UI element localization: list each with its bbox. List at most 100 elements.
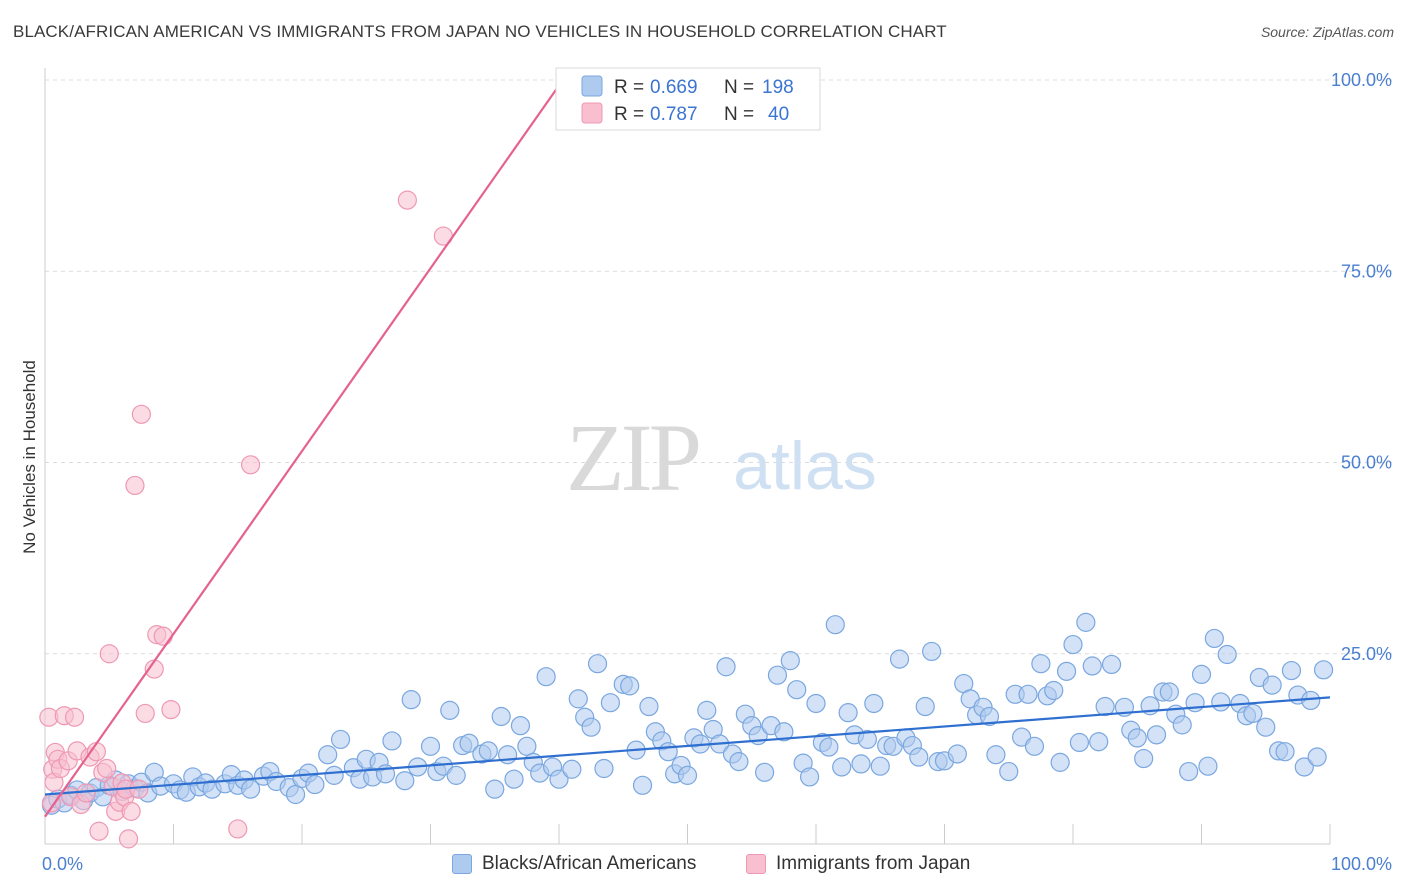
data-point-japan [135, 703, 155, 724]
legend-swatch-pink [581, 102, 603, 124]
legend-n-value-1: 198 [762, 77, 794, 98]
data-point-blacks [562, 759, 582, 779]
data-point-japan [118, 829, 139, 849]
source-label: Source: ZipAtlas.com [1260, 24, 1394, 40]
data-point-blacks [1172, 715, 1192, 735]
data-point-blacks [838, 703, 858, 723]
y-tick-label: 50.0% [1341, 453, 1392, 473]
data-point-blacks [330, 729, 351, 750]
data-point-blacks [504, 769, 524, 789]
data-point-japan [131, 404, 151, 424]
y-tick-label: 75.0% [1341, 261, 1392, 281]
tick-labels: 25.0% 50.0% 75.0% 100.0% 0.0% 100.0% [42, 70, 1392, 874]
legend-swatch-japan [746, 854, 766, 874]
data-point-blacks [382, 731, 402, 751]
data-point-blacks [889, 649, 910, 669]
data-point-blacks [594, 758, 614, 779]
data-point-blacks [825, 615, 845, 635]
data-point-blacks [1256, 717, 1276, 737]
data-point-blacks [1018, 684, 1038, 704]
data-point-blacks [485, 779, 505, 799]
data-point-blacks [767, 665, 788, 685]
data-point-blacks [864, 693, 884, 714]
data-point-japan [89, 821, 109, 841]
correlation-legend: R = 0.669 N = 198 R = 0.787 N = 40 [555, 67, 821, 131]
legend-item-blacks: Blacks/African Americans [452, 853, 696, 875]
data-point-blacks [1024, 736, 1045, 756]
data-point-blacks [549, 769, 569, 789]
data-point-blacks [780, 651, 800, 671]
legend-item-japan: Immigrants from Japan [746, 853, 970, 875]
data-point-blacks [922, 641, 942, 662]
data-point-blacks [832, 757, 852, 777]
data-point-blacks [285, 784, 306, 805]
data-point-blacks [986, 745, 1006, 765]
data-point-blacks [517, 736, 537, 756]
data-point-blacks [491, 706, 511, 727]
data-point-blacks [1056, 661, 1077, 681]
data-point-blacks [305, 774, 325, 795]
legend-swatch-blue [581, 75, 603, 97]
data-point-blacks [1159, 682, 1179, 702]
data-point-blacks [1146, 725, 1167, 745]
data-point-blacks [324, 765, 344, 785]
data-point-blacks [600, 693, 621, 713]
data-point-blacks [716, 657, 736, 677]
data-point-blacks [1191, 664, 1212, 685]
data-point-blacks [729, 752, 749, 772]
data-point-blacks [870, 756, 890, 776]
data-point-blacks [1301, 690, 1321, 711]
data-point-blacks [658, 742, 678, 762]
legend-label-japan: Immigrants from Japan [776, 853, 971, 874]
legend-n-value-2: 40 [768, 104, 789, 125]
data-point-japan [153, 626, 173, 646]
data-point-blacks [1127, 728, 1147, 748]
legend-r-value-1: 0.669 [650, 77, 698, 98]
data-point-blacks [819, 737, 839, 757]
data-point-blacks [581, 717, 601, 737]
legend-swatch-blacks [452, 854, 472, 874]
legend-n-label-1: N = [724, 77, 754, 98]
data-point-japan [241, 455, 261, 475]
data-point-blacks [1082, 656, 1102, 676]
data-point-blacks [639, 696, 659, 717]
trend-lines [44, 79, 1331, 818]
data-point-blacks [915, 696, 935, 717]
watermark: ZIP atlas [566, 404, 877, 511]
x-tick-label: 0.0% [42, 854, 83, 874]
data-point-blacks [806, 693, 826, 714]
data-point-blacks [774, 722, 794, 742]
data-point-japan [99, 644, 119, 664]
data-point-blacks [620, 676, 640, 696]
data-point-blacks [318, 745, 338, 765]
legend-label-blacks: Blacks/African Americans [482, 853, 697, 874]
data-point-blacks [1243, 703, 1263, 724]
series-japan-points [39, 190, 453, 849]
data-point-blacks [1204, 628, 1224, 649]
data-point-blacks [754, 762, 775, 782]
data-point-blacks [1069, 732, 1090, 753]
data-point-blacks [851, 754, 871, 774]
data-point-blacks [401, 690, 421, 710]
data-point-japan [129, 779, 149, 799]
data-point-blacks [1313, 660, 1334, 680]
data-point-blacks [1262, 675, 1282, 695]
data-point-blacks [787, 680, 807, 700]
data-point-blacks [1281, 660, 1302, 681]
data-point-blacks [1101, 654, 1122, 675]
data-point-japan [121, 801, 141, 821]
data-point-blacks [1031, 654, 1051, 674]
data-point-blacks [697, 700, 717, 720]
data-point-blacks [1211, 692, 1231, 712]
watermark-zip: ZIP [566, 404, 699, 511]
data-point-blacks [1134, 748, 1154, 769]
data-point-blacks [947, 744, 967, 764]
x-tick-label: 100.0% [1331, 854, 1392, 874]
data-point-blacks [677, 765, 698, 785]
data-point-blacks [241, 779, 261, 799]
data-point-blacks [459, 733, 479, 753]
grid-lines [45, 79, 1392, 655]
data-point-japan [397, 190, 417, 210]
chart-title: BLACK/AFRICAN AMERICAN VS IMMIGRANTS FRO… [13, 22, 947, 41]
series-blacks-points [41, 612, 1334, 815]
